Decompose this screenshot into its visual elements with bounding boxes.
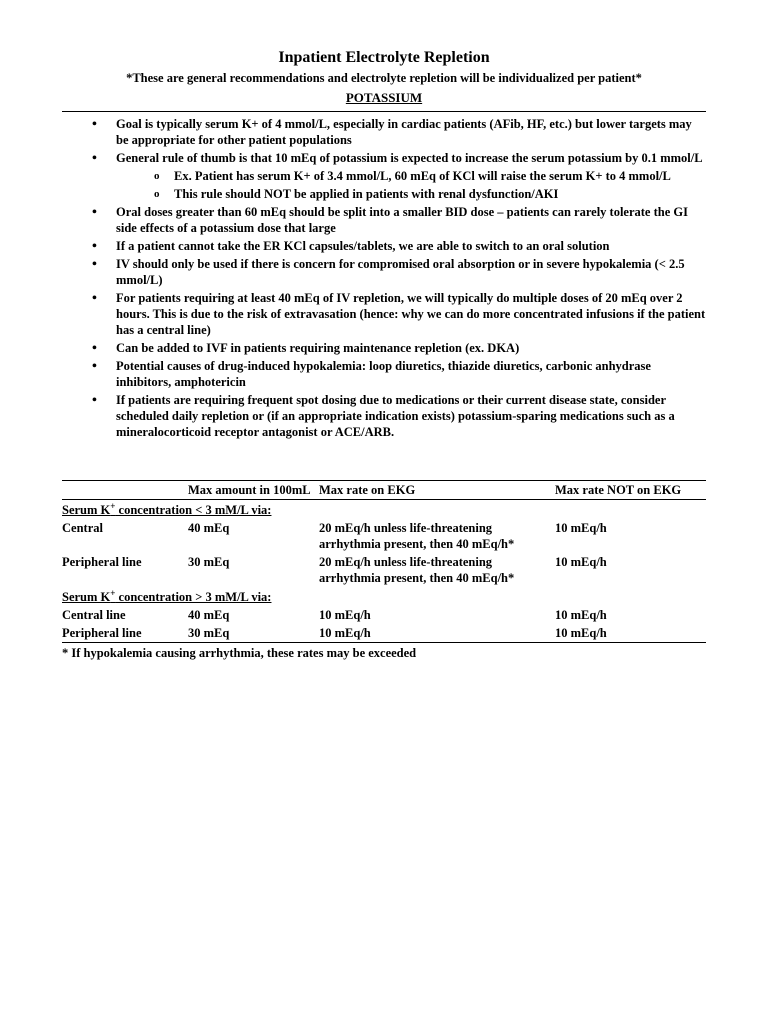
th-max-rate-no-ekg: Max rate NOT on EKG	[555, 481, 706, 500]
table-footnote: * If hypokalemia causing arrhythmia, the…	[62, 645, 706, 661]
text: Serum K	[62, 590, 110, 604]
group-label: Serum K+ concentration > 3 mM/L via:	[62, 587, 706, 606]
td-amount: 40 mEq	[188, 519, 319, 553]
list-item: Oral doses greater than 60 mEq should be…	[92, 204, 706, 236]
divider	[62, 111, 706, 112]
text: concentration > 3 mM/L via:	[115, 590, 271, 604]
table-row: Peripheral line 30 mEq 20 mEq/h unless l…	[62, 553, 706, 587]
rate-table: Max amount in 100mL Max rate on EKG Max …	[62, 480, 706, 643]
document-page: Inpatient Electrolyte Repletion *These a…	[0, 0, 768, 701]
th-blank	[62, 481, 188, 500]
table-group-header: Serum K+ concentration < 3 mM/L via:	[62, 500, 706, 520]
text: concentration < 3 mM/L via:	[115, 503, 271, 517]
list-item: If patients are requiring frequent spot …	[92, 392, 706, 440]
group-label: Serum K+ concentration < 3 mM/L via:	[62, 500, 706, 520]
td-rate-no-ekg: 10 mEq/h	[555, 624, 706, 643]
table-header-row: Max amount in 100mL Max rate on EKG Max …	[62, 481, 706, 500]
list-item-text: General rule of thumb is that 10 mEq of …	[116, 151, 703, 165]
emphasis: NOT	[264, 187, 291, 201]
table-group-header: Serum K+ concentration > 3 mM/L via:	[62, 587, 706, 606]
list-item: General rule of thumb is that 10 mEq of …	[92, 150, 706, 202]
table-row: Central 40 mEq 20 mEq/h unless life-thre…	[62, 519, 706, 553]
td-amount: 30 mEq	[188, 624, 319, 643]
td-amount: 30 mEq	[188, 553, 319, 587]
table-row: Central line 40 mEq 10 mEq/h 10 mEq/h	[62, 606, 706, 624]
list-item: Goal is typically serum K+ of 4 mmol/L, …	[92, 116, 706, 148]
text: This rule should	[174, 187, 264, 201]
page-title: Inpatient Electrolyte Repletion	[62, 48, 706, 68]
td-amount: 40 mEq	[188, 606, 319, 624]
list-item: Can be added to IVF in patients requirin…	[92, 340, 706, 356]
sub-list: Ex. Patient has serum K+ of 3.4 mmol/L, …	[154, 168, 706, 202]
td-rate-ekg: 20 mEq/h unless life-threatening arrhyth…	[319, 519, 555, 553]
table-row: Peripheral line 30 mEq 10 mEq/h 10 mEq/h	[62, 624, 706, 643]
th-max-rate-ekg: Max rate on EKG	[319, 481, 555, 500]
sub-list-item: Ex. Patient has serum K+ of 3.4 mmol/L, …	[154, 168, 706, 184]
td-rate-no-ekg: 10 mEq/h	[555, 553, 706, 587]
td-route: Central line	[62, 606, 188, 624]
td-route: Central	[62, 519, 188, 553]
bullet-list: Goal is typically serum K+ of 4 mmol/L, …	[62, 116, 706, 440]
th-max-amount: Max amount in 100mL	[188, 481, 319, 500]
list-item: Potential causes of drug-induced hypokal…	[92, 358, 706, 390]
sub-list-item: This rule should NOT be applied in patie…	[154, 186, 706, 202]
section-heading: POTASSIUM	[62, 90, 706, 107]
td-rate-ekg: 10 mEq/h	[319, 624, 555, 643]
td-route: Peripheral line	[62, 624, 188, 643]
page-subtitle: *These are general recommendations and e…	[62, 70, 706, 86]
td-route: Peripheral line	[62, 553, 188, 587]
td-rate-ekg: 10 mEq/h	[319, 606, 555, 624]
td-rate-no-ekg: 10 mEq/h	[555, 606, 706, 624]
list-item: IV should only be used if there is conce…	[92, 256, 706, 288]
text: be applied in patients with renal dysfun…	[291, 187, 559, 201]
td-rate-no-ekg: 10 mEq/h	[555, 519, 706, 553]
text: Serum K	[62, 503, 110, 517]
td-rate-ekg: 20 mEq/h unless life-threatening arrhyth…	[319, 553, 555, 587]
list-item: If a patient cannot take the ER KCl caps…	[92, 238, 706, 254]
list-item: For patients requiring at least 40 mEq o…	[92, 290, 706, 338]
